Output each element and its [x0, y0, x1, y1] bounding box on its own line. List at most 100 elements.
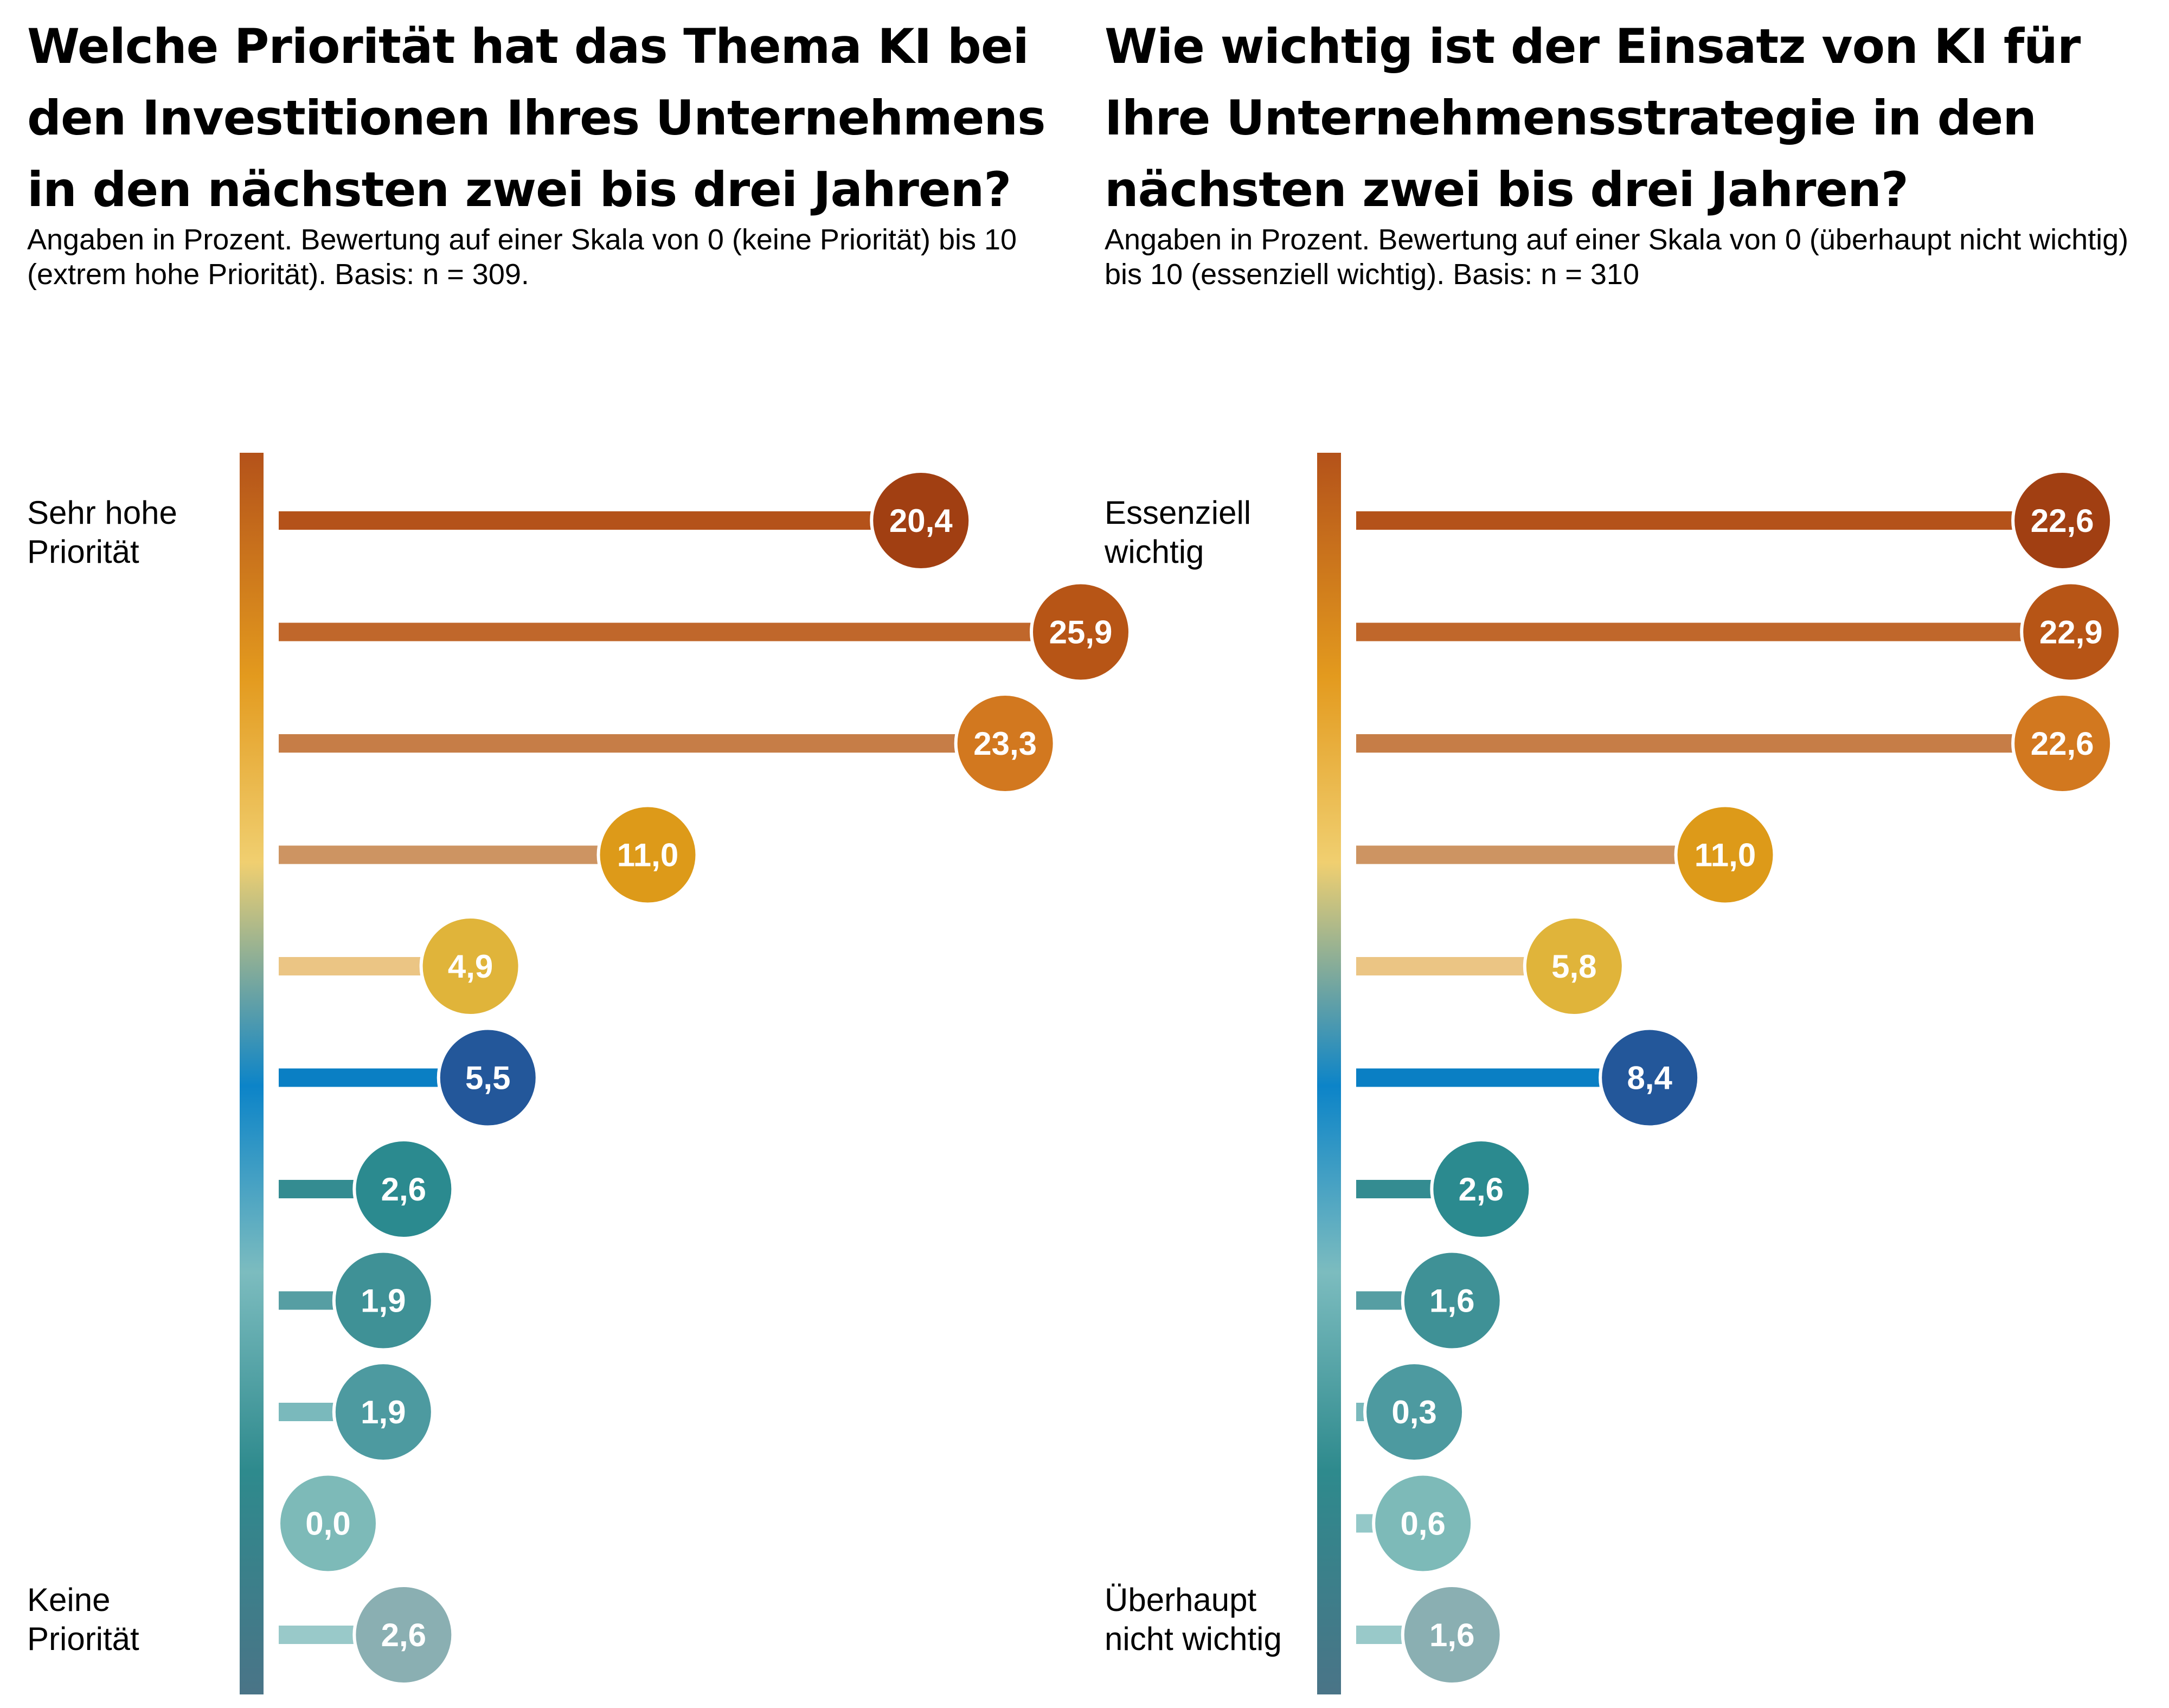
- bar: [1356, 1514, 1374, 1533]
- value-bubble: [2020, 581, 2122, 683]
- value-label: 23,3: [973, 725, 1037, 762]
- bar: [1356, 511, 2013, 530]
- value-bubble: [1030, 581, 1132, 683]
- value-bubble: [2011, 470, 2114, 572]
- value-bubble: [1363, 1361, 1466, 1463]
- value-bubble: [277, 1472, 379, 1575]
- bar-row-6: 4,9: [279, 915, 522, 1017]
- bar-chart: 20,4 25,9 23,3 11,0 4,9 5,5 2,6 1,9 1,9 0,0 2,6: [240, 453, 1132, 1694]
- value-bubble: [1372, 1472, 1474, 1575]
- value-label: 1,6: [1429, 1283, 1474, 1319]
- bar: [1356, 622, 2022, 641]
- bar-row-4: 2,6: [279, 1138, 455, 1240]
- value-label: 2,6: [381, 1617, 426, 1653]
- bar-row-0: 1,6: [1356, 1584, 1503, 1686]
- bar-row-1: 0,0: [277, 1472, 379, 1575]
- scale-bottom-label: Überhaupt nicht wichtig: [1105, 1582, 1282, 1657]
- value-bubble: [954, 692, 1056, 794]
- value-label: 2,6: [1459, 1171, 1504, 1208]
- value-bubble: [1401, 1584, 1503, 1686]
- bar-row-8: 22,6: [1356, 692, 2114, 794]
- bar-row-2: 1,9: [279, 1361, 434, 1463]
- scale-bottom-label: Keine Priorität: [27, 1582, 139, 1657]
- value-bubble: [1401, 1249, 1503, 1352]
- scale-top-label: Sehr hohe Priorität: [27, 495, 177, 570]
- bar: [1356, 1403, 1365, 1421]
- value-label: 0,6: [1400, 1506, 1445, 1542]
- bar-row-3: 1,6: [1356, 1249, 1503, 1352]
- value-bubble: [1674, 804, 1776, 906]
- bar: [1356, 1291, 1403, 1310]
- value-label: 8,4: [1627, 1060, 1672, 1096]
- bar-row-7: 11,0: [1356, 804, 1776, 906]
- value-label: 22,9: [2039, 614, 2103, 651]
- value-label: 1,9: [361, 1394, 406, 1430]
- bar: [1356, 734, 2013, 753]
- value-bubble: [332, 1249, 434, 1352]
- bar: [279, 957, 421, 975]
- bar-row-7: 11,0: [279, 804, 699, 906]
- value-label: 20,4: [889, 503, 953, 539]
- bar: [279, 845, 599, 864]
- value-bubble: [437, 1026, 539, 1129]
- scale-axis-bar: [240, 453, 264, 1694]
- bar: [1356, 957, 1525, 975]
- bar: [279, 1291, 334, 1310]
- value-label: 11,0: [1695, 837, 1756, 874]
- value-label: 0,0: [305, 1506, 350, 1542]
- bar: [1356, 1626, 1403, 1644]
- value-label: 22,6: [2031, 725, 2094, 762]
- bar-row-8: 23,3: [279, 692, 1056, 794]
- chart-title: Welche Priorität hat das Thema KI bei de…: [27, 18, 1045, 217]
- value-label: 1,9: [361, 1283, 406, 1319]
- value-bubble: [2011, 692, 2114, 794]
- bar: [279, 1180, 355, 1198]
- chart-subtitle: Angaben in Prozent. Bewertung auf einer …: [27, 223, 1017, 291]
- value-bubble: [596, 804, 699, 906]
- scale-axis-bar: [1317, 453, 1341, 1694]
- value-bubble: [1430, 1138, 1532, 1240]
- bar-row-9: 22,9: [1356, 581, 2122, 683]
- bar-chart: 22,6 22,9 22,6 11,0 5,8 8,4 2,6 1,6 0,3 0,6 1,6: [1317, 453, 2122, 1694]
- bar-row-4: 2,6: [1356, 1138, 1532, 1240]
- bar: [279, 734, 956, 753]
- bar: [279, 1068, 439, 1087]
- bar: [1356, 845, 1676, 864]
- value-label: 22,6: [2031, 503, 2094, 539]
- bar: [279, 1403, 334, 1421]
- value-label: 2,6: [381, 1171, 426, 1208]
- bar-row-5: 8,4: [1356, 1026, 1701, 1129]
- value-label: 11,0: [617, 837, 678, 874]
- bar-row-3: 1,9: [279, 1249, 434, 1352]
- value-label: 0,3: [1391, 1394, 1436, 1430]
- chart-title: Wie wichtig ist der Einsatz von KI für I…: [1105, 18, 2081, 217]
- bar-row-10: 20,4: [279, 470, 972, 572]
- value-bubble: [332, 1361, 434, 1463]
- value-bubble: [352, 1584, 455, 1686]
- bar: [1356, 1180, 1432, 1198]
- value-label: 4,9: [448, 948, 493, 985]
- bar-row-0: 2,6: [279, 1584, 455, 1686]
- bar-row-2: 0,3: [1356, 1361, 1466, 1463]
- value-bubble: [870, 470, 972, 572]
- bar-row-10: 22,6: [1356, 470, 2114, 572]
- value-label: 1,6: [1429, 1617, 1474, 1653]
- chart-subtitle: Angaben in Prozent. Bewertung auf einer …: [1105, 223, 2129, 291]
- bar-row-6: 5,8: [1356, 915, 1625, 1017]
- bar-row-9: 25,9: [279, 581, 1132, 683]
- bar: [1356, 1068, 1601, 1087]
- value-label: 25,9: [1049, 614, 1113, 651]
- value-bubble: [352, 1138, 455, 1240]
- chart-panel-investment-priority: Welche Priorität hat das Thema KI bei de…: [27, 0, 1132, 1708]
- chart-panel-strategy-importance: Wie wichtig ist der Einsatz von KI für I…: [1105, 0, 2167, 1708]
- bar-row-5: 5,5: [279, 1026, 539, 1129]
- value-label: 5,5: [465, 1060, 510, 1096]
- scale-top-label: Essenziell wichtig: [1105, 495, 1252, 570]
- bar-row-1: 0,6: [1356, 1472, 1474, 1575]
- bar: [279, 511, 872, 530]
- bar: [279, 622, 1031, 641]
- value-bubble: [1523, 915, 1625, 1017]
- bar: [279, 1626, 355, 1644]
- value-label: 5,8: [1551, 948, 1596, 985]
- value-bubble: [419, 915, 522, 1017]
